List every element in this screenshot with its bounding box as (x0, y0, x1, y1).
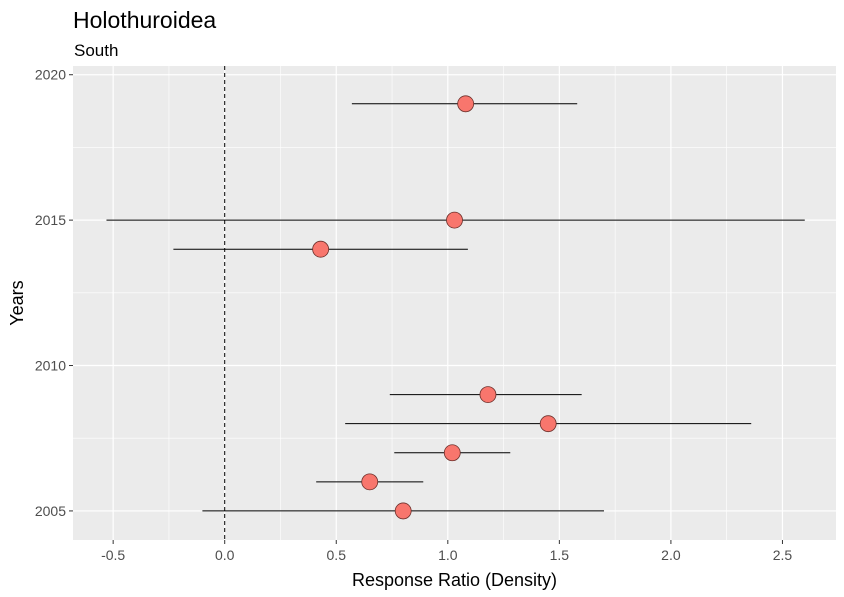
estimate-point-2015 (446, 211, 463, 229)
plot-panel (73, 66, 836, 540)
estimate-point-2009 (479, 386, 497, 404)
chart-title: Holothuroidea (73, 7, 216, 33)
y-axis: 2005 2010 2015 2020 (35, 67, 73, 519)
y-axis-title: Years (7, 280, 27, 325)
estimate-point-2014 (312, 240, 330, 258)
x-tick-label: 2.0 (661, 547, 681, 563)
x-tick-label: 0.0 (215, 547, 235, 563)
estimate-point-2006 (361, 473, 379, 491)
x-axis: -0.5 0.0 0.5 1.0 1.5 2.0 2.5 (101, 540, 792, 563)
x-tick-label: -0.5 (101, 547, 125, 563)
y-tick-label: 2015 (35, 212, 66, 228)
y-tick-label: 2020 (35, 67, 66, 83)
chart-subtitle: South (74, 41, 118, 60)
estimate-point-2007 (443, 444, 461, 462)
x-tick-label: 1.5 (550, 547, 570, 563)
x-tick-label: 0.5 (327, 547, 347, 563)
x-tick-label: 1.0 (438, 547, 458, 563)
minor-gridlines (73, 66, 836, 540)
estimate-point-2008 (539, 415, 557, 433)
y-tick-label: 2005 (35, 503, 66, 519)
y-tick-label: 2010 (35, 358, 66, 374)
x-axis-title: Response Ratio (Density) (352, 570, 557, 590)
estimate-points (312, 95, 557, 520)
estimate-point-2005 (394, 502, 412, 520)
estimate-point-2019 (457, 95, 475, 113)
x-tick-label: 2.5 (773, 547, 793, 563)
